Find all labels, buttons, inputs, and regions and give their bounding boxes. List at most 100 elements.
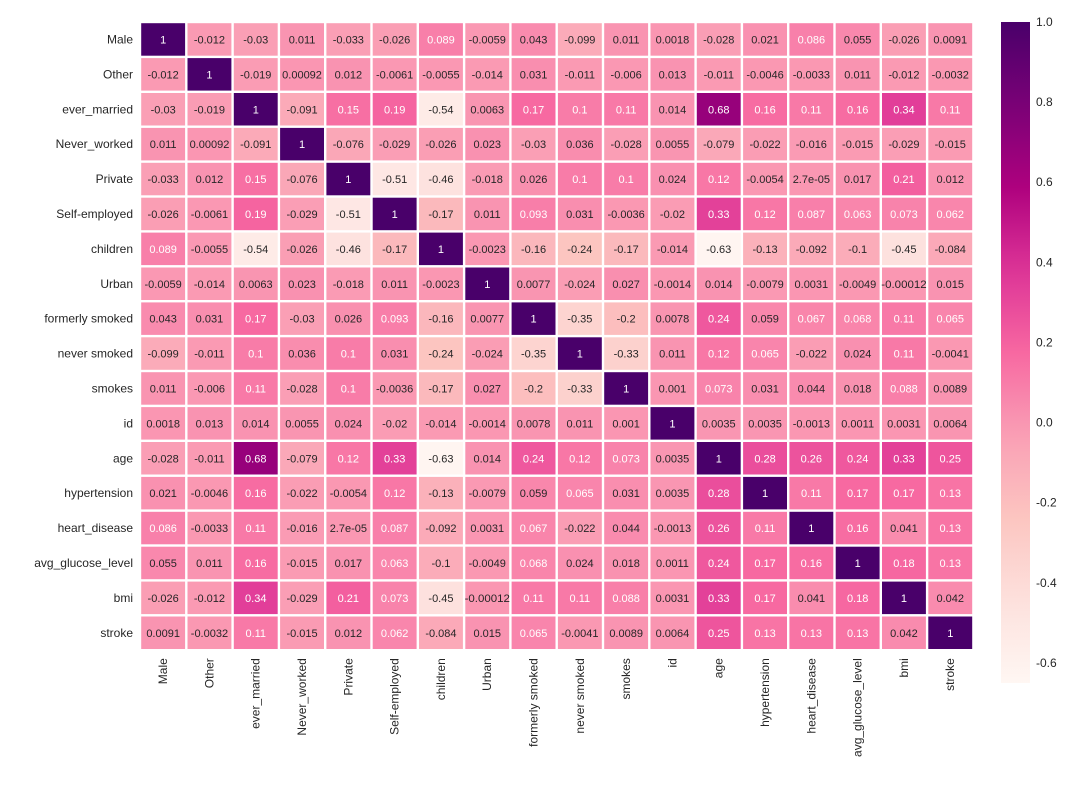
- cell-value-label: -0.0023: [469, 244, 506, 256]
- cell-rect: [882, 197, 926, 231]
- heatmap-cell: -0.006: [187, 372, 232, 405]
- cell-rect: [511, 407, 556, 440]
- cell-value-label: -0.0041: [932, 349, 969, 361]
- x-tick-label: Male: [156, 658, 170, 684]
- cell-rect: [372, 267, 417, 300]
- y-tick-label: ever_married: [62, 102, 133, 116]
- cell-rect: [696, 511, 741, 545]
- heatmap-cell: -0.45: [882, 232, 926, 266]
- colorbar-tick-label: -0.2: [1036, 496, 1057, 510]
- heatmap-cell: 0.11: [511, 581, 556, 615]
- cell-value-label: -0.03: [290, 314, 315, 326]
- x-tick-label: Never_worked: [295, 658, 309, 735]
- cell-rect: [372, 127, 417, 161]
- cell-rect: [141, 337, 186, 370]
- cell-rect: [835, 197, 880, 231]
- heatmap-cell: 0.19: [233, 197, 278, 231]
- cell-value-label: 0.062: [936, 209, 964, 221]
- cell-value-label: -0.35: [521, 349, 546, 361]
- cell-rect: [141, 546, 186, 580]
- cell-rect: [372, 58, 417, 91]
- cell-rect: [187, 58, 232, 91]
- heatmap-cell: 0.011: [835, 58, 880, 91]
- cell-value-label: 1: [901, 593, 907, 605]
- cell-value-label: -0.0054: [746, 174, 783, 186]
- heatmap-cell: -0.026: [419, 127, 463, 161]
- heatmap-cell: -0.026: [141, 581, 186, 615]
- heatmap-cell: 0.011: [141, 127, 186, 161]
- heatmap-cell: -0.0041: [557, 616, 602, 649]
- cell-value-label: -0.016: [796, 139, 827, 151]
- cell-rect: [835, 93, 880, 126]
- cell-rect: [696, 127, 741, 161]
- cell-rect: [882, 337, 926, 370]
- cell-rect: [465, 302, 510, 335]
- cell-rect: [835, 23, 880, 56]
- y-tick-label: Self-employed: [56, 207, 133, 221]
- heatmap-cell: 0.013: [187, 407, 232, 440]
- cell-rect: [604, 407, 649, 440]
- cell-value-label: -0.076: [333, 139, 364, 151]
- cell-value-label: -0.46: [428, 174, 453, 186]
- cell-value-label: -0.092: [796, 244, 827, 256]
- x-tick-label: id: [665, 658, 679, 667]
- y-axis-labels: Male Other ever_married Never_worked Private…: [34, 32, 133, 639]
- heatmap-cell: 0.088: [604, 581, 649, 615]
- cell-value-label: 0.0031: [795, 279, 829, 291]
- heatmap-cell: -0.0054: [326, 476, 371, 510]
- heatmap-cell: 0.068: [511, 546, 556, 580]
- cell-value-label: -0.006: [611, 69, 642, 81]
- heatmap-cell: 1: [187, 58, 232, 91]
- heatmap-cell: -0.17: [604, 232, 649, 266]
- cell-value-label: 0.001: [612, 418, 640, 430]
- cell-value-label: 0.11: [755, 523, 776, 535]
- y-tick-label: Private: [96, 172, 134, 186]
- heatmap-cell: 0.0031: [882, 407, 926, 440]
- cell-value-label: -0.0023: [422, 279, 459, 291]
- cell-value-label: 1: [623, 383, 629, 395]
- cell-value-label: 0.059: [751, 314, 779, 326]
- heatmap-cell: 0.011: [280, 23, 324, 56]
- x-tick-label: formerly smoked: [527, 658, 541, 747]
- heatmap-cell: 0.073: [696, 372, 741, 405]
- heatmap-cell: -0.0046: [743, 58, 787, 91]
- cell-rect: [141, 302, 186, 335]
- heatmap-cell: 0.012: [326, 58, 371, 91]
- heatmap-cell: 0.25: [696, 616, 741, 649]
- cell-value-label: 0.0031: [656, 593, 690, 605]
- cell-value-label: 0.024: [335, 418, 363, 430]
- cell-value-label: 0.026: [335, 314, 363, 326]
- cell-rect: [465, 337, 510, 370]
- x-tick-label: Self-employed: [388, 658, 402, 735]
- cell-rect: [419, 442, 463, 475]
- cell-value-label: -0.029: [379, 139, 410, 151]
- cell-rect: [650, 442, 695, 475]
- cell-value-label: -0.0049: [469, 558, 506, 570]
- cell-value-label: 0.093: [381, 314, 409, 326]
- cell-value-label: 0.031: [612, 488, 640, 500]
- heatmap-cell: -0.0023: [419, 267, 463, 300]
- heatmap-cell: -0.015: [280, 616, 324, 649]
- cell-rect: [696, 407, 741, 440]
- heatmap-cell: 2.7e-05: [326, 511, 371, 545]
- heatmap-cell: 0.0077: [465, 302, 510, 335]
- cell-rect: [650, 511, 695, 545]
- cell-rect: [789, 476, 834, 510]
- heatmap-cell: 0.073: [604, 442, 649, 475]
- cell-rect: [696, 58, 741, 91]
- cell-rect: [882, 442, 926, 475]
- heatmap-cell: 0.24: [696, 302, 741, 335]
- heatmap-cell: 0.089: [419, 23, 463, 56]
- cell-rect: [743, 162, 787, 196]
- colorbar: 1.0 0.8 0.6 0.4 0.2 0.0 -0.2 -0.4 -0.6: [1001, 15, 1057, 683]
- cell-value-label: -0.018: [333, 279, 364, 291]
- cell-rect: [928, 127, 973, 161]
- x-tick-label: avg_glucose_level: [851, 658, 865, 757]
- cell-value-label: -0.2: [524, 383, 543, 395]
- heatmap-cell: 0.042: [928, 581, 973, 615]
- cell-rect: [928, 23, 973, 56]
- heatmap-cell: 0.036: [280, 337, 324, 370]
- heatmap-cell: 0.024: [326, 407, 371, 440]
- cell-rect: [835, 476, 880, 510]
- cell-rect: [789, 546, 834, 580]
